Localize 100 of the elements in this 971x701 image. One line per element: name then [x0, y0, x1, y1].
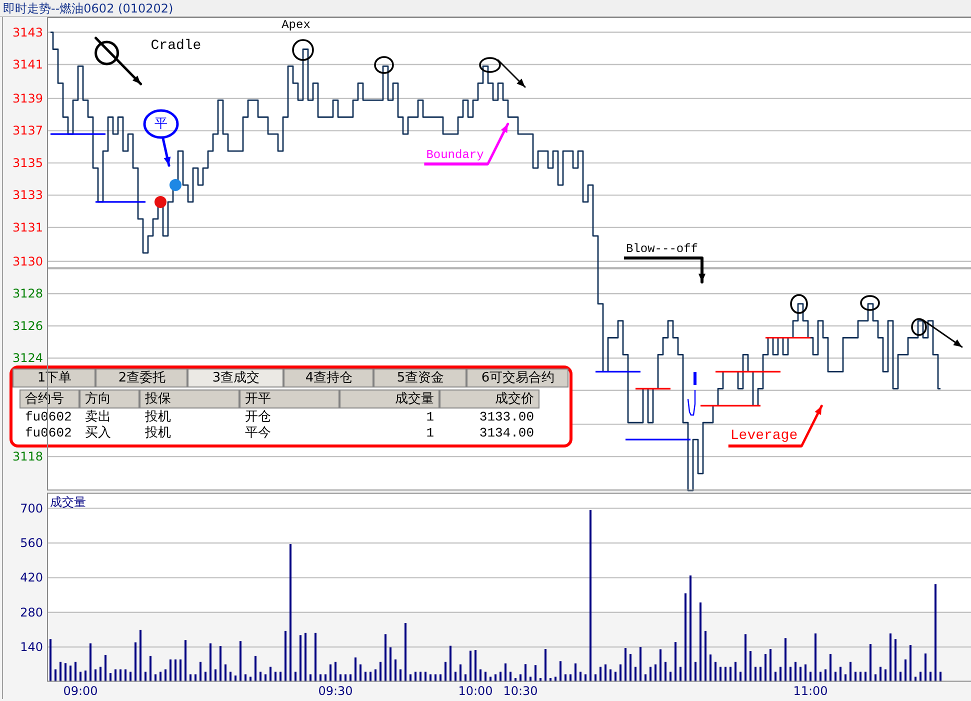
bar [470, 650, 472, 682]
bar [184, 640, 186, 682]
bar [50, 639, 52, 682]
bar [544, 649, 546, 682]
bar [450, 646, 452, 682]
bar [330, 664, 332, 682]
y-tick-label: 3128 [12, 286, 43, 301]
bar [880, 666, 882, 682]
bar [710, 654, 712, 682]
x-tick-label: 11:00 [793, 684, 828, 698]
annotation: 1 [426, 426, 434, 440]
bar [730, 666, 732, 682]
bar [770, 649, 772, 682]
y-tick-label: 3131 [12, 220, 43, 234]
y-tick-label: 420 [20, 570, 43, 585]
bar [674, 642, 676, 682]
annotation: 4查持仓 [305, 370, 353, 386]
y-tick-label: 3118 [12, 450, 43, 464]
bar [804, 664, 806, 682]
annotation: 5查资金 [396, 370, 444, 386]
bar [790, 666, 792, 682]
y-tick-label: 700 [20, 501, 43, 516]
bar [734, 662, 736, 682]
bar [74, 662, 76, 682]
bar [404, 622, 406, 682]
y-tick-label: 3124 [12, 351, 43, 366]
bar [724, 666, 726, 682]
bar [620, 664, 622, 682]
x-tick-label: 10:00 [458, 684, 493, 698]
bar [290, 544, 292, 682]
bar [890, 633, 892, 682]
annotation: 投机 [144, 426, 171, 440]
annotation: 开仓 [245, 410, 271, 424]
bar [934, 584, 936, 682]
bar [200, 662, 202, 682]
bar [180, 659, 182, 682]
bar [170, 659, 172, 682]
annotation: 3查成交 [212, 370, 260, 386]
y-tick-label: 140 [20, 640, 43, 654]
y-tick-label: 3141 [12, 58, 43, 72]
bar [254, 656, 256, 682]
bar [384, 634, 386, 682]
y-tick-label: 3135 [12, 156, 43, 170]
chart-title: 成交量 [50, 495, 86, 509]
bar [760, 666, 762, 682]
annotation: 成交量 [395, 390, 434, 406]
x-tick-label: 10:30 [503, 684, 538, 698]
bar [104, 654, 106, 682]
bar [240, 641, 242, 682]
bar [360, 664, 362, 682]
bar [70, 666, 72, 682]
bar [134, 642, 136, 682]
bar [870, 644, 872, 682]
bar [460, 664, 462, 682]
bar [704, 630, 706, 682]
bar [220, 646, 222, 682]
bar [84, 670, 86, 682]
bar [754, 666, 756, 682]
bar [390, 647, 392, 682]
bar [664, 662, 666, 682]
bar [680, 666, 682, 682]
annotation: 1 [426, 410, 434, 424]
bar [444, 662, 446, 682]
annotation: Boundary [426, 148, 484, 162]
annotation: 3134.00 [479, 426, 534, 440]
annotation: fu0602 [25, 410, 72, 424]
bar [210, 643, 212, 682]
bar [304, 632, 306, 682]
bar [64, 663, 66, 682]
bar [924, 653, 926, 682]
bar [504, 663, 506, 682]
bar [764, 654, 766, 682]
bar [660, 649, 662, 682]
x-tick-label: 09:30 [318, 684, 353, 698]
y-tick-label: 3126 [12, 318, 43, 333]
x-tick-label: 09:00 [63, 684, 98, 698]
annotation: 投机 [144, 410, 171, 424]
annotation: 投保 [144, 392, 171, 406]
annotation: 成交价 [495, 390, 534, 406]
annotation: 平今 [245, 426, 271, 440]
bar [800, 666, 802, 682]
y-tick-label: 3139 [12, 91, 43, 106]
bar [314, 632, 316, 682]
y-tick-label: 560 [20, 536, 43, 550]
bar [574, 663, 576, 682]
bar [300, 635, 302, 682]
bar [284, 630, 286, 682]
bar [140, 630, 142, 682]
bar [394, 659, 396, 682]
bar [830, 654, 832, 682]
bar [750, 650, 752, 682]
bar [474, 650, 476, 682]
bar [894, 639, 896, 682]
bar [690, 575, 692, 682]
bar [794, 662, 796, 682]
annotation: 6可交易合约 [481, 370, 555, 386]
annotation: 2查委托 [118, 370, 166, 386]
annotation: Apex [282, 18, 310, 32]
bar [910, 645, 912, 682]
bar [784, 638, 786, 682]
